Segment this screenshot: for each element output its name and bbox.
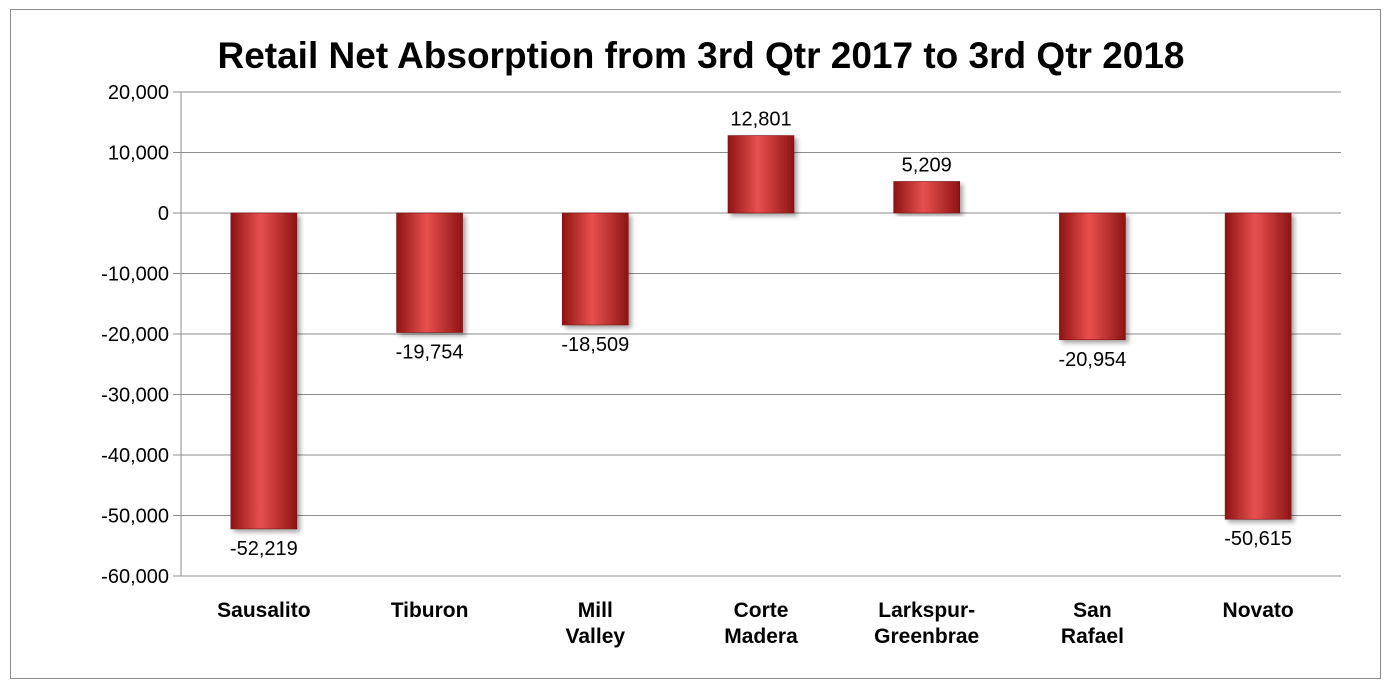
y-tick-label: -30,000 xyxy=(101,385,169,407)
bar xyxy=(561,212,629,326)
bar xyxy=(1224,212,1292,520)
category-label: Tiburon xyxy=(391,599,469,622)
chart-title: Retail Net Absorption from 3rd Qtr 2017 … xyxy=(217,35,1184,76)
y-tick-label: -20,000 xyxy=(101,324,169,346)
y-tick-label: -50,000 xyxy=(101,506,169,528)
bar xyxy=(230,212,298,530)
y-axis-ticks: 20,000 10,000 0 -10,000 -20,000 -30,000 -40,00… xyxy=(101,82,169,588)
category-label: Corte Madera xyxy=(724,599,798,648)
y-tick-label: -60,000 xyxy=(101,566,169,588)
data-label: -19,754 xyxy=(396,342,464,364)
y-tick-label: 0 xyxy=(158,203,169,225)
bars xyxy=(230,135,1292,530)
data-label: 5,209 xyxy=(902,154,952,176)
y-tick-label: 10,000 xyxy=(108,143,169,165)
data-label: -52,219 xyxy=(230,538,298,560)
data-label: 12,801 xyxy=(730,109,791,131)
y-tick-label: -40,000 xyxy=(101,445,169,467)
bar xyxy=(893,181,961,214)
category-label: Novato xyxy=(1223,599,1294,622)
bar xyxy=(1059,212,1126,341)
data-labels: -52,219 -19,754 -18,509 12,801 5,209 -20,954 -… xyxy=(230,109,1292,560)
data-label: -18,509 xyxy=(561,334,629,356)
x-axis-categories: Sausalito Tiburon Mill Valley Corte Madera Lar… xyxy=(217,599,1294,648)
chart-frame: Retail Net Absorption from 3rd Qtr 2017 … xyxy=(10,9,1381,679)
bar xyxy=(727,135,795,214)
y-tick-label: -10,000 xyxy=(101,264,169,286)
bar-chart: Retail Net Absorption from 3rd Qtr 2017 … xyxy=(101,35,1341,648)
category-label: Mill Valley xyxy=(566,599,626,648)
category-label: Sausalito xyxy=(217,599,310,622)
category-label: Larkspur-Greenbrae xyxy=(874,599,979,648)
bar xyxy=(396,212,463,333)
y-tick-label: 20,000 xyxy=(108,82,169,104)
category-label: San Rafael xyxy=(1061,599,1124,648)
data-label: -20,954 xyxy=(1059,349,1127,371)
data-label: -50,615 xyxy=(1224,528,1292,550)
